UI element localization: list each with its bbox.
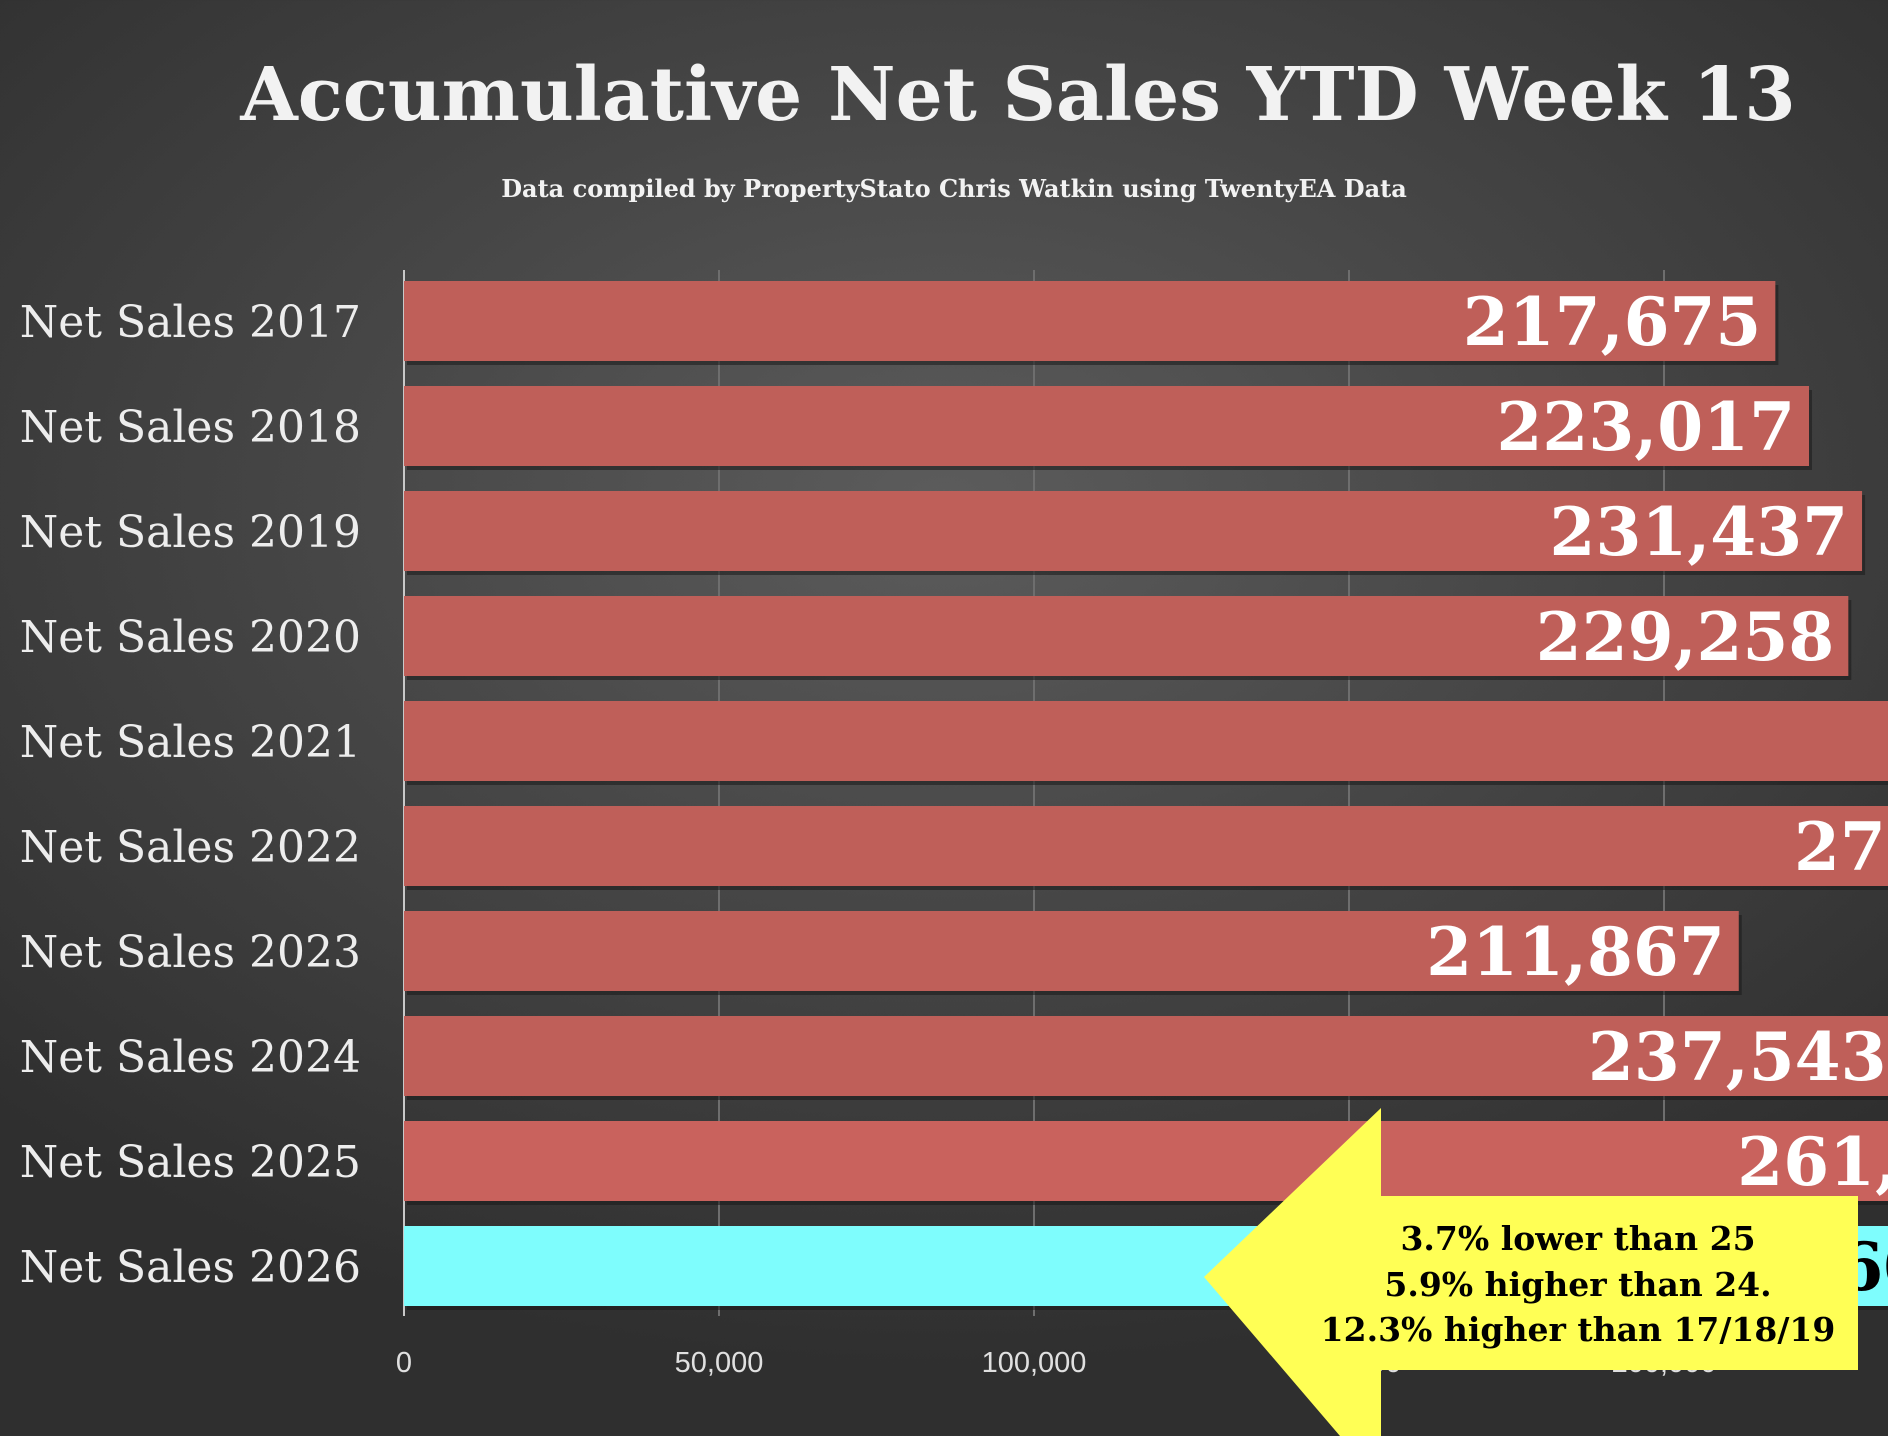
chart-subtitle: Data compiled by PropertyStato Chris Wat…	[501, 174, 1407, 203]
data-label: 223,017	[1496, 388, 1795, 466]
data-label: 231,437	[1550, 493, 1849, 571]
data-label: 217,675	[1463, 283, 1762, 361]
category-label: Net Sales 2022	[20, 822, 361, 873]
callout-text-line: 3.7% lower than 25	[1400, 1219, 1755, 1258]
callout-text-line: 12.3% higher than 17/18/19	[1321, 1310, 1836, 1349]
data-label: 237,543	[1588, 1018, 1887, 1096]
bar	[404, 386, 1810, 466]
category-label: Net Sales 2024	[20, 1032, 361, 1083]
category-label: Net Sales 2023	[20, 927, 361, 978]
callout-text-line: 5.9% higher than 24.	[1384, 1265, 1771, 1304]
category-label: Net Sales 2021	[20, 717, 361, 768]
category-label: Net Sales 2026	[20, 1242, 361, 1293]
data-label: 229,258	[1536, 598, 1835, 676]
data-label: 261,242	[1737, 1123, 1888, 1201]
category-label: Net Sales 2025	[20, 1137, 361, 1188]
bar	[404, 491, 1863, 571]
category-label: Net Sales 2020	[20, 612, 361, 663]
category-label: Net Sales 2017	[20, 297, 361, 348]
chart-title: Accumulative Net Sales YTD Week 13	[239, 52, 1795, 138]
x-tick-label: 50,000	[675, 1347, 764, 1379]
bars: Net Sales 2017 217,675 Net Sales 2018 223,0…	[20, 281, 1888, 1310]
category-label: Net Sales 2018	[20, 402, 361, 453]
bar	[404, 596, 1849, 676]
category-label: Net Sales 2019	[20, 507, 361, 558]
callout-arrow	[1204, 1108, 1858, 1436]
data-label: 211,867	[1426, 913, 1725, 991]
x-tick-label: 0	[396, 1347, 412, 1379]
data-label: 270,242	[1794, 808, 1888, 886]
bar	[404, 911, 1739, 991]
bar	[404, 806, 1888, 886]
bar	[404, 281, 1776, 361]
x-tick-label: 100,000	[982, 1347, 1087, 1379]
callout: 3.7% lower than 25 5.9% higher than 24. 12…	[1204, 1108, 1858, 1436]
bar	[404, 1016, 1888, 1096]
bar	[404, 1121, 1888, 1201]
bar	[404, 701, 1888, 781]
